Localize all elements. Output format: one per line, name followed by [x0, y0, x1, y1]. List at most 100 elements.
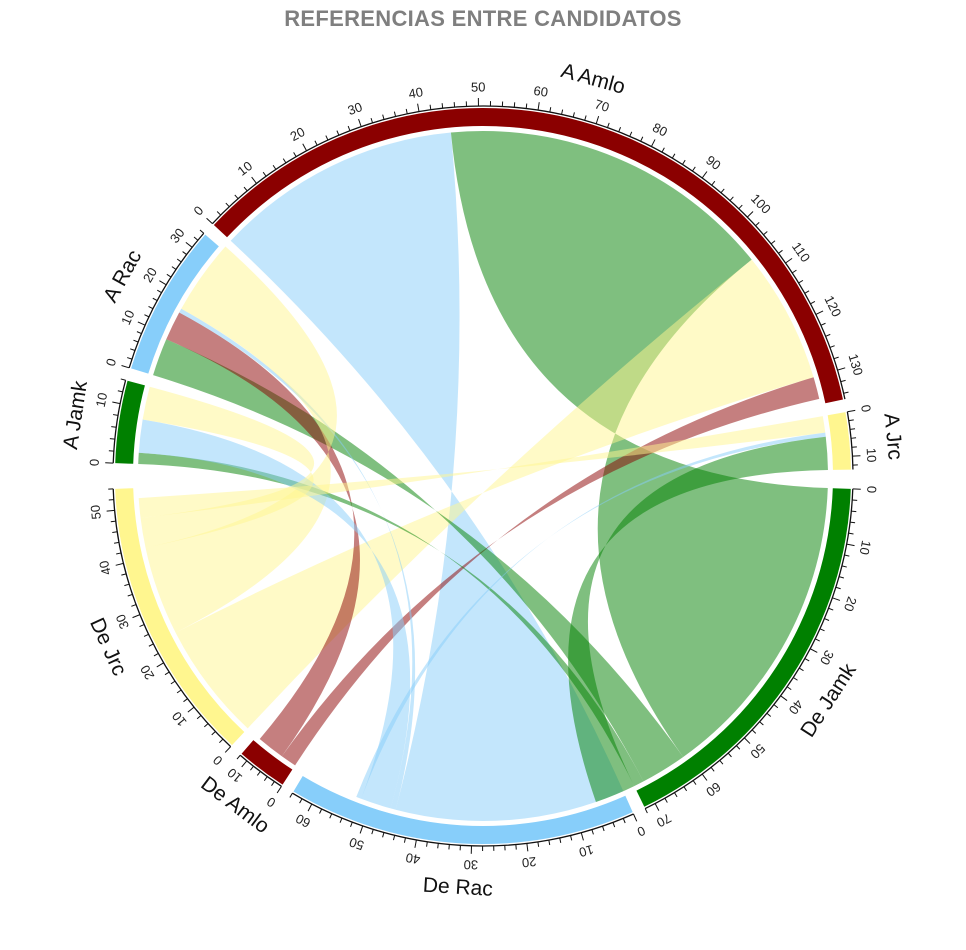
- tick-major: [580, 832, 584, 841]
- sector-arc-de_rac: [293, 776, 633, 845]
- tick-minor: [182, 251, 187, 255]
- tick-minor: [720, 188, 725, 194]
- tick-minor: [804, 290, 810, 294]
- tick-minor: [825, 333, 831, 337]
- tick-major: [132, 614, 141, 619]
- tick-minor: [314, 140, 318, 146]
- tick-minor: [392, 835, 396, 841]
- tick-major: [746, 211, 754, 218]
- tick-minor: [117, 390, 123, 393]
- tick-minor: [820, 322, 826, 326]
- tick-label: 80: [650, 120, 670, 140]
- tick-label: 70: [593, 96, 611, 115]
- tick-minor: [170, 680, 176, 685]
- tick-minor: [236, 754, 241, 760]
- tick-major: [537, 102, 540, 111]
- tick-minor: [682, 159, 686, 165]
- tick-minor: [692, 166, 696, 172]
- tick-minor: [572, 112, 575, 118]
- tick-major: [156, 662, 164, 668]
- tick-minor: [851, 437, 857, 439]
- tick-minor: [234, 194, 239, 199]
- tick-minor: [262, 171, 267, 177]
- sector-arc-de_jrc: [115, 488, 245, 746]
- tick-minor: [843, 391, 849, 394]
- tick-label: 10: [169, 709, 190, 730]
- tick-minor: [120, 378, 126, 381]
- tick-label: 0: [87, 459, 102, 467]
- sector-label-a_jrc: A Jrc: [879, 412, 906, 461]
- tick-minor: [763, 231, 768, 236]
- tick-minor: [664, 797, 668, 803]
- tick-minor: [116, 552, 122, 555]
- tick-minor: [844, 554, 850, 557]
- tick-minor: [272, 164, 277, 170]
- tick-minor: [139, 624, 145, 627]
- tick-minor: [319, 808, 323, 814]
- sector-label-de_rac: De Rac: [422, 874, 493, 901]
- tick-label: 60: [533, 83, 550, 100]
- tick-minor: [640, 136, 644, 142]
- tick-minor: [674, 792, 678, 798]
- tick-major: [414, 839, 417, 848]
- tick-label: 50: [747, 741, 768, 762]
- tick-minor: [561, 109, 564, 115]
- tick-minor: [441, 103, 444, 109]
- tick-major: [115, 562, 124, 566]
- tick-minor: [299, 798, 303, 804]
- tick-minor: [710, 767, 715, 772]
- tick-major: [633, 813, 638, 822]
- tick-minor: [766, 712, 772, 717]
- sector-arc-a_rac: [131, 234, 219, 374]
- tick-minor: [786, 686, 792, 691]
- tick-label: 20: [521, 854, 537, 871]
- tick-label: 110: [789, 239, 813, 265]
- tick-minor: [683, 786, 688, 792]
- sector-arc-a_jamk: [115, 380, 145, 464]
- sector-label-a_amlo: A Amlo: [559, 59, 628, 99]
- tick-axis-a_amlo: [211, 105, 846, 400]
- tick-label: 10: [235, 158, 256, 179]
- tick-minor: [164, 671, 170, 676]
- tick-label: 0: [191, 203, 207, 219]
- tick-minor: [112, 531, 118, 534]
- tick-label: 10: [93, 391, 111, 408]
- tick-major: [276, 786, 282, 794]
- tick-minor: [216, 211, 222, 216]
- sector-arc-a_jrc: [827, 412, 851, 470]
- tick-minor: [203, 723, 209, 728]
- tick-label: 30: [463, 857, 478, 872]
- tick-minor: [289, 792, 293, 798]
- tick-label: 0: [858, 404, 874, 414]
- tick-minor: [426, 841, 428, 847]
- tick-label: 30: [167, 225, 188, 246]
- tick-minor: [429, 104, 432, 110]
- tick-minor: [644, 808, 648, 814]
- tick-minor: [176, 258, 182, 263]
- tick-minor: [393, 111, 397, 117]
- tick-minor: [793, 677, 798, 681]
- tick-axis-de_rac: [292, 792, 634, 847]
- tick-minor: [738, 204, 743, 210]
- tick-minor: [729, 196, 734, 201]
- tick-label: 10: [224, 765, 245, 786]
- tick-minor: [850, 521, 856, 524]
- tick-major: [785, 257, 793, 264]
- tick-minor: [537, 841, 540, 847]
- tick-label: 50: [88, 504, 104, 520]
- tick-label: 60: [293, 811, 313, 831]
- chart-title: REFERENCIAS ENTRE CANDIDATOS: [284, 6, 682, 31]
- tick-minor: [157, 289, 162, 294]
- tick-minor: [336, 130, 340, 136]
- tick-label: 40: [96, 559, 114, 577]
- tick-minor: [256, 771, 261, 776]
- tick-label: 90: [703, 152, 724, 173]
- tick-minor: [618, 126, 622, 132]
- tick-label: 0: [864, 486, 879, 494]
- tick-major: [417, 103, 420, 112]
- tick-minor: [130, 348, 136, 351]
- tick-label: 120: [821, 293, 844, 319]
- tick-major: [302, 143, 307, 152]
- tick-minor: [798, 279, 804, 284]
- tick-major: [526, 843, 529, 852]
